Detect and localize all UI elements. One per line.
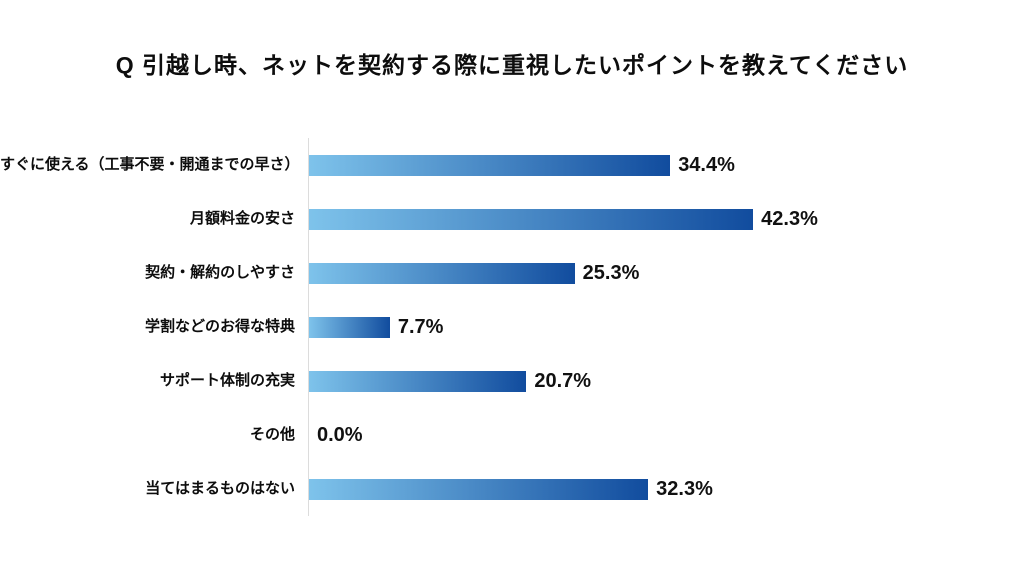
bar-row: 学割などのお得な特典 7.7% — [0, 300, 1024, 354]
plot-area: 20.7% — [308, 354, 1024, 408]
category-label: 月額料金の安さ — [189, 209, 295, 227]
bar — [309, 154, 671, 176]
bar-row: 月額料金の安さ 42.3% — [0, 192, 1024, 246]
value-label: 32.3% — [656, 477, 713, 500]
category-label: 契約・解約のしやすさ — [145, 263, 295, 281]
bar — [309, 262, 575, 284]
bar-row: サポート体制の充実 20.7% — [0, 354, 1024, 408]
category-label: すぐに使える（工事不要・開通までの早さ） — [0, 155, 300, 173]
plot-area: 32.3% — [308, 462, 1024, 516]
bar — [309, 316, 390, 338]
bar-row: 契約・解約のしやすさ 25.3% — [0, 246, 1024, 300]
category-label: サポート体制の充実 — [159, 371, 295, 389]
bar-row: 当てはまるものはない 32.3% — [0, 462, 1024, 516]
value-label: 20.7% — [534, 369, 592, 392]
plot-area: 34.4% — [308, 138, 1024, 192]
plot-area: 42.3% — [308, 192, 1024, 246]
category-label: 当てはまるものはない — [145, 479, 295, 497]
bar — [309, 370, 527, 392]
bar — [309, 478, 649, 500]
bar-row: その他 0.0% — [0, 408, 1024, 462]
bar-chart: すぐに使える（工事不要・開通までの早さ） 34.4% 月額料金の安さ 42.3% 契約・… — [0, 138, 1024, 516]
chart-title: Q 引越し時、ネットを契約する際に重視したいポイントを教えてください — [115, 52, 909, 78]
bar-row: すぐに使える（工事不要・開通までの早さ） 34.4% — [0, 138, 1024, 192]
value-label: 42.3% — [761, 207, 818, 230]
category-label: その他 — [249, 425, 295, 443]
survey-bar-chart-page: Q 引越し時、ネットを契約する際に重視したいポイントを教えてください すぐに使え… — [0, 46, 1024, 580]
bar — [309, 208, 754, 230]
value-label: 0.0% — [317, 423, 363, 446]
plot-area: 7.7% — [308, 300, 1024, 354]
value-label: 34.4% — [678, 153, 735, 176]
plot-area: 25.3% — [308, 246, 1024, 300]
category-label: 学割などのお得な特典 — [144, 317, 295, 335]
value-label: 25.3% — [582, 261, 640, 284]
plot-area: 0.0% — [308, 408, 1024, 462]
value-label: 7.7% — [397, 315, 444, 338]
